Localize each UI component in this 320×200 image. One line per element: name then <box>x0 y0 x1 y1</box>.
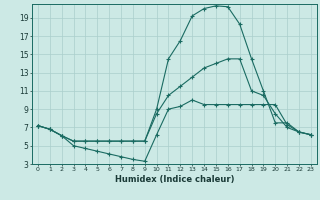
X-axis label: Humidex (Indice chaleur): Humidex (Indice chaleur) <box>115 175 234 184</box>
